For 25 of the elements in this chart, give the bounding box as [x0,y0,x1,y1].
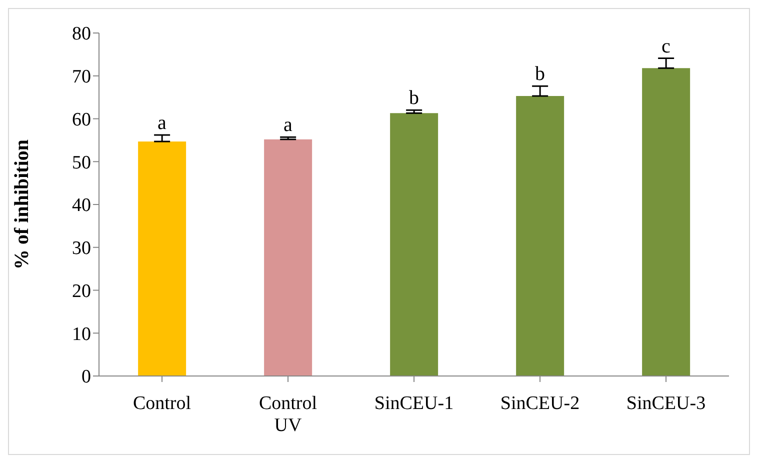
annotation: a [284,114,293,136]
x-tick-label: SinCEU-1 [374,393,454,414]
bar [138,141,186,376]
bar [516,96,564,376]
y-tick-label: 80 [72,24,91,45]
x-tick-label: Control [132,393,192,414]
annotation: a [158,112,167,134]
x-tick-label: SinCEU-2 [500,393,580,414]
annotation: b [535,63,545,86]
bar [642,68,690,376]
bar [264,139,312,376]
y-tick-label: 30 [72,238,91,260]
annotation: c [662,35,671,58]
annotation: b [409,87,419,110]
y-tick-label: 60 [72,109,91,130]
y-tick-label: 50 [72,152,91,174]
y-tick-label: 20 [72,280,91,302]
bar [390,113,438,376]
y-tick-label: 10 [72,324,91,345]
x-tick-label: SinCEU-3 [626,393,706,414]
y-tick-label: 0 [82,366,91,388]
y-tick-label: 40 [72,195,91,216]
y-tick-label: 70 [72,66,91,88]
x-tick-label: Control UV [258,393,318,436]
y-axis-title: % of inhibition [11,139,34,270]
